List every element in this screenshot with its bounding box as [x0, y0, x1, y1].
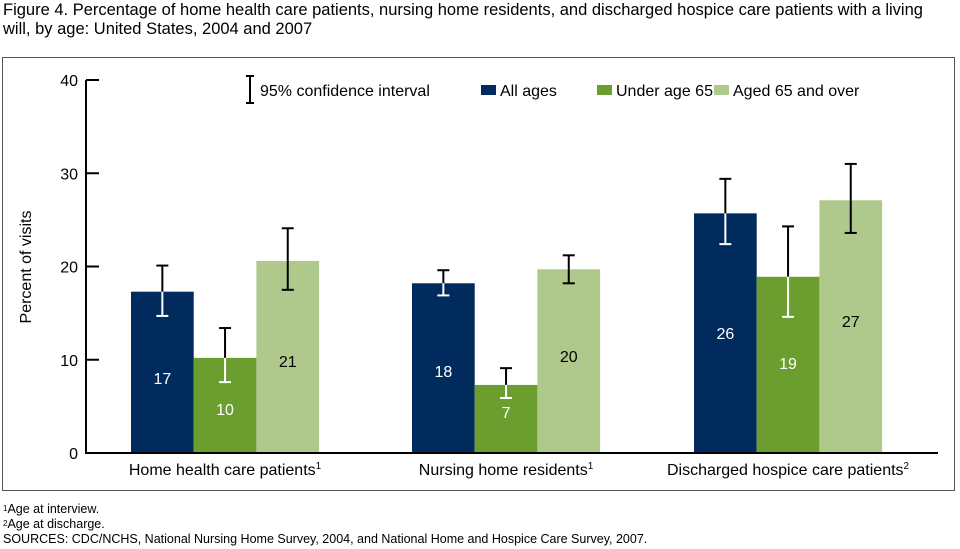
data-label: 21 [279, 354, 297, 371]
category-label: Discharged hospice care patients2 [667, 461, 910, 479]
y-tick-label: 40 [60, 73, 78, 90]
bar [131, 291, 194, 452]
y-axis-title: Percent of visits [18, 211, 35, 324]
data-label: 19 [779, 356, 797, 373]
y-tick-label: 10 [60, 353, 78, 370]
y-tick-label: 20 [60, 260, 78, 277]
axes: 0 10 20 30 40 Percent of visits Home health ca… [18, 73, 938, 479]
footnote-1: 1Age at interview. [3, 502, 100, 516]
sources-note: SOURCES: CDC/NCHS, National Nursing Home… [3, 532, 648, 546]
legend-label: Under age 65 [616, 83, 713, 100]
legend-swatch [597, 85, 612, 95]
bars: 17 10 21 18 7 20 26 19 27 [131, 162, 883, 452]
bar [256, 260, 320, 452]
bar [412, 283, 475, 452]
data-label: 10 [216, 402, 234, 419]
bar [694, 213, 757, 452]
category-label: Home health care patients1 [129, 461, 322, 479]
legend-swatch [714, 85, 729, 95]
y-tick-label: 30 [60, 166, 78, 183]
data-label: 18 [434, 364, 452, 381]
data-label: 27 [842, 314, 860, 331]
legend: 95% confidence interval All ages Under age… [246, 75, 860, 104]
data-label: 7 [502, 405, 511, 422]
bar [537, 269, 601, 452]
legend-label: All ages [500, 83, 557, 100]
data-label: 20 [560, 349, 578, 366]
legend-label: Aged 65 and over [733, 83, 860, 100]
ci-legend-label: 95% confidence interval [260, 83, 430, 100]
chart-frame [2, 57, 955, 491]
category-label: Nursing home residents1 [419, 461, 594, 479]
figure-title: Figure 4. Percentage of home health care… [3, 1, 923, 38]
footnotes: 1Age at interview. 2Age at discharge. SO… [3, 502, 647, 547]
footnote-2: 2Age at discharge. [3, 517, 105, 531]
data-label: 17 [153, 371, 171, 388]
legend-swatch [481, 85, 496, 95]
data-label: 26 [716, 326, 734, 343]
y-tick-label: 0 [69, 446, 78, 463]
bar [819, 200, 883, 452]
